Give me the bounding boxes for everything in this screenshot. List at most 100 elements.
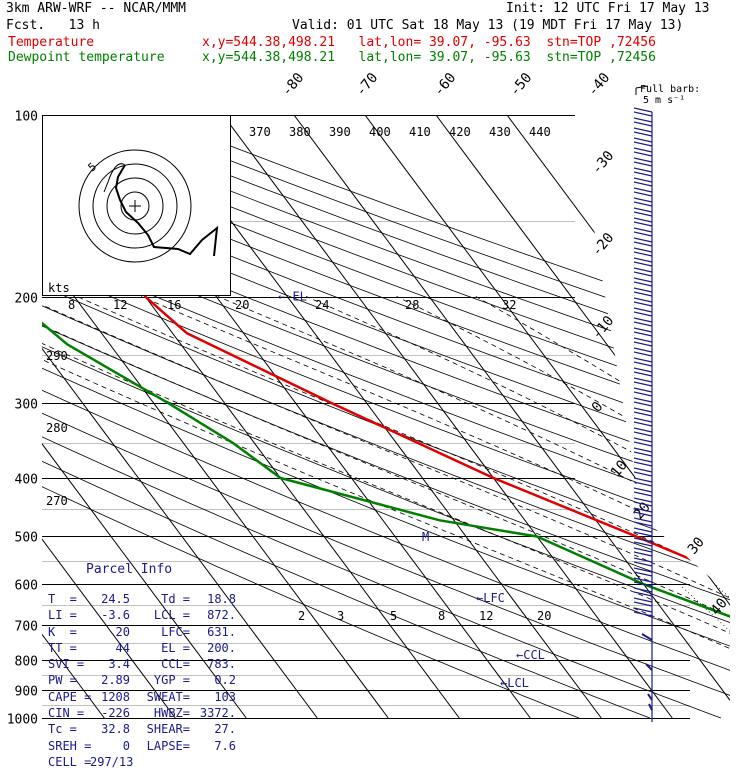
pressure-label-100: 100 bbox=[15, 110, 38, 125]
dry-adiabat-310 bbox=[42, 115, 730, 719]
init-time: Init: 12 UTC Fri 17 May 13 bbox=[506, 1, 710, 16]
parcel-row: SVI = 3.4 CCL= 783. bbox=[48, 658, 236, 674]
kts-tick-32: 32 bbox=[502, 298, 516, 312]
parcel-row: Tc = 32.8 SHEAR= 27. bbox=[48, 723, 236, 739]
wind-barb bbox=[633, 437, 653, 447]
wind-barb bbox=[633, 517, 653, 527]
dry-adiabat-390 bbox=[42, 115, 730, 719]
parcel-cell: YGP = bbox=[153, 673, 190, 688]
kts-tick-16: 16 bbox=[167, 298, 181, 312]
dry-adiabat-290 bbox=[42, 115, 730, 719]
parcel-cell: 3.4 bbox=[108, 657, 130, 672]
el-marker: ← EL bbox=[278, 290, 307, 304]
wind-barb bbox=[633, 177, 653, 187]
wind-barbs bbox=[633, 107, 653, 722]
wind-barb bbox=[633, 367, 653, 377]
parcel-cell: CCL= bbox=[161, 657, 190, 672]
isotherm-label--70: -70 bbox=[353, 70, 382, 100]
level-marker-2: ←LCL bbox=[500, 676, 529, 690]
mixing-ratio-2 bbox=[679, 583, 730, 719]
parcel-cell: 200. bbox=[207, 640, 236, 655]
wind-barb bbox=[633, 377, 653, 387]
dry-adiabat-280 bbox=[42, 115, 730, 719]
dry-adiabat-230 bbox=[42, 115, 580, 719]
parcel-row: SREH = 0 LAPSE= 7.6 bbox=[48, 740, 236, 756]
isotherm-label--80: -80 bbox=[279, 70, 308, 100]
wind-barb bbox=[633, 407, 653, 417]
wind-barb bbox=[633, 457, 653, 467]
moist-adiabat-24 bbox=[217, 296, 730, 719]
theta-label-380: 380 bbox=[289, 125, 311, 139]
hodograph-ring-1 bbox=[106, 177, 164, 235]
isotherm-label--20: -20 bbox=[589, 230, 618, 260]
isotherm--80 bbox=[42, 115, 318, 719]
wind-barb-low bbox=[648, 703, 653, 711]
theta-label-430: 430 bbox=[489, 125, 511, 139]
mixing-ratio-label-20: 20 bbox=[537, 609, 551, 623]
dry-adiabat-370 bbox=[42, 115, 730, 719]
isotherm--100 bbox=[42, 115, 176, 719]
isotherm--70 bbox=[42, 115, 389, 719]
parcel-cell: 0.2 bbox=[214, 673, 236, 688]
parcel-cell: 44 bbox=[115, 640, 130, 655]
dry-adiabat-340 bbox=[42, 115, 730, 719]
wind-barb bbox=[633, 217, 653, 227]
parcel-cell: CIN = bbox=[48, 706, 85, 721]
wind-barb bbox=[633, 417, 653, 427]
barb-legend-value: 5 m s⁻¹ bbox=[643, 95, 685, 106]
moist-adiabat-4 bbox=[42, 296, 730, 719]
dry-adiabat-240 bbox=[42, 115, 651, 719]
hodograph-trace bbox=[114, 164, 219, 257]
parcel-cell: SWEAT= bbox=[146, 689, 190, 704]
level-marker-3: M bbox=[422, 530, 429, 544]
parcel-cell: 27. bbox=[214, 722, 236, 737]
kts-label: kts bbox=[48, 281, 70, 295]
theta-left-label-280: 280 bbox=[46, 421, 68, 435]
pressure-label-200: 200 bbox=[15, 292, 38, 307]
parcel-cell: SREH = bbox=[48, 738, 92, 753]
wind-barb bbox=[633, 127, 653, 137]
theta-label-440: 440 bbox=[529, 125, 551, 139]
parcel-cell: EL = bbox=[161, 640, 190, 655]
kts-tick-20: 20 bbox=[235, 298, 249, 312]
theta-label-400: 400 bbox=[369, 125, 391, 139]
parcel-cell: 0 bbox=[122, 738, 130, 753]
wind-barb bbox=[633, 347, 653, 357]
parcel-cell: 1208 bbox=[101, 689, 130, 704]
kts-tick-28: 28 bbox=[405, 298, 419, 312]
wind-barb bbox=[633, 607, 653, 617]
parcel-row: K = 20 LFC= 631. bbox=[48, 625, 236, 642]
wind-barb bbox=[633, 427, 653, 437]
wind-barb bbox=[633, 357, 653, 367]
parcel-cell: SVI = bbox=[48, 657, 85, 672]
parcel-cell: CAPE = bbox=[48, 689, 92, 704]
parcel-cell: 297/13 bbox=[90, 754, 134, 769]
theta-label-370: 370 bbox=[249, 125, 271, 139]
parcel-row: T = 24.5 Td = 18.8 bbox=[48, 593, 236, 609]
moist-adiabat-16 bbox=[76, 296, 730, 719]
wind-barb bbox=[633, 277, 653, 287]
wind-barb-low bbox=[641, 633, 653, 641]
hodograph-ring-2 bbox=[92, 163, 178, 249]
forecast-hour: Fcst. 13 h bbox=[6, 18, 100, 33]
wind-barb bbox=[633, 167, 653, 177]
parcel-cell bbox=[194, 756, 236, 772]
dry-adiabat-400 bbox=[42, 115, 730, 719]
location-red: x,y=544.38,498.21 lat,lon= 39.07, -95.63… bbox=[202, 35, 656, 50]
wind-barb bbox=[633, 527, 653, 537]
parcel-row: PW = 2.89 YGP = 0.2 bbox=[48, 674, 236, 690]
wind-barb bbox=[633, 507, 653, 517]
parcel-cell: 783. bbox=[207, 657, 236, 672]
parcel-cell: 7.6 bbox=[214, 738, 236, 753]
parcel-cell: LCL = bbox=[153, 608, 190, 623]
wind-barb bbox=[633, 397, 653, 407]
parcel-info-box: Parcel Info T = 24.5 Td = 18.8 LI = -3.6 LCL =… bbox=[48, 540, 236, 772]
parcel-cell: Td = bbox=[161, 592, 190, 606]
parcel-row: LI = -3.6 LCL = 872. bbox=[48, 609, 236, 625]
parcel-cell: T = bbox=[48, 592, 77, 606]
pressure-label-1000: 1000 bbox=[7, 713, 38, 728]
parcel-row: CELL = 297/13 bbox=[48, 756, 236, 772]
location-green: x,y=544.38,498.21 lat,lon= 39.07, -95.63… bbox=[202, 50, 656, 65]
parcel-row: CIN = -226 HWBZ= 3372. bbox=[48, 707, 236, 723]
parcel-cell: LAPSE= bbox=[146, 738, 190, 753]
